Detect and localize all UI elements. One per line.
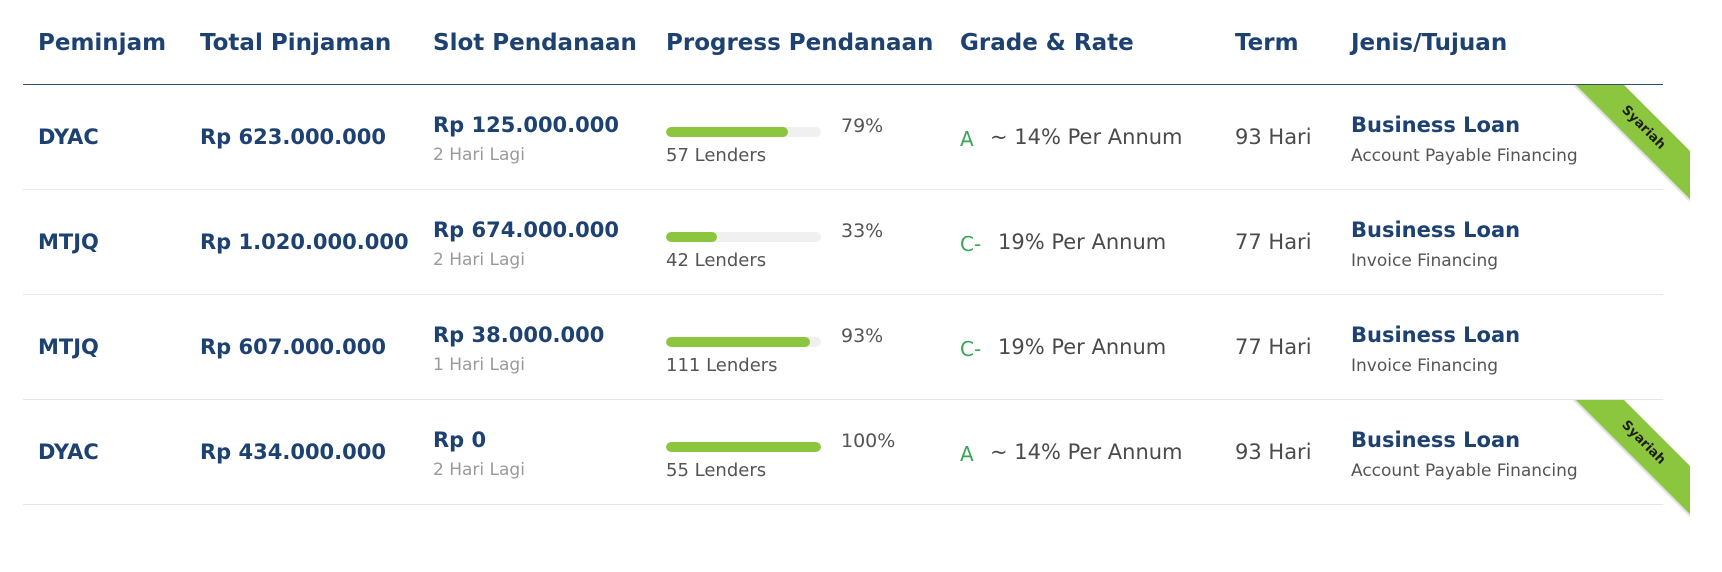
syariah-ribbon: Syariah	[1568, 400, 1690, 522]
funding-progress-bar	[666, 337, 821, 347]
table-row[interactable]: DYAC Rp 623.000.000 Rp 125.000.000 2 Har…	[23, 85, 1690, 201]
slot-time-remaining: 1 Hari Lagi	[433, 355, 525, 375]
loan-term: 93 Hari	[1235, 440, 1312, 464]
loan-purpose: Invoice Financing	[1351, 356, 1499, 376]
borrower-code[interactable]: MTJQ	[38, 230, 99, 254]
loan-term: 77 Hari	[1235, 230, 1312, 254]
funding-progress-fill	[666, 127, 789, 137]
borrower-code[interactable]: MTJQ	[38, 335, 99, 359]
funding-progress-bar	[666, 442, 821, 452]
funding-progress-bar	[666, 127, 821, 137]
table-row[interactable]: MTJQ Rp 607.000.000 Rp 38.000.000 1 Hari…	[23, 295, 1663, 400]
total-loan-amount: Rp 1.020.000.000	[200, 230, 409, 254]
loan-purpose: Account Payable Financing	[1351, 146, 1578, 166]
loan-purpose: Invoice Financing	[1351, 251, 1499, 271]
slot-amount: Rp 38.000.000	[433, 323, 605, 347]
funding-progress-bar	[666, 232, 821, 242]
loan-listing-table: Peminjam Total Pinjaman Slot Pendanaan P…	[23, 0, 1690, 516]
column-header-purpose[interactable]: Jenis/Tujuan	[1351, 30, 1508, 56]
interest-rate: ~ 14% Per Annum	[990, 125, 1183, 149]
syariah-ribbon-label: Syariah	[1570, 85, 1690, 201]
grade-badge: C-	[960, 337, 982, 361]
table-body: DYAC Rp 623.000.000 Rp 125.000.000 2 Har…	[23, 85, 1690, 516]
syariah-ribbon-label: Syariah	[1570, 400, 1690, 516]
lender-count: 55 Lenders	[666, 460, 767, 481]
funding-progress-percent: 79%	[841, 115, 884, 137]
column-header-funding-progress[interactable]: Progress Pendanaan	[666, 30, 934, 56]
loan-type: Business Loan	[1351, 323, 1521, 347]
interest-rate: 19% Per Annum	[998, 230, 1167, 254]
loan-type: Business Loan	[1351, 113, 1521, 137]
lender-count: 111 Lenders	[666, 355, 778, 376]
syariah-ribbon: Syariah	[1568, 85, 1690, 207]
interest-rate: 19% Per Annum	[998, 335, 1167, 359]
column-header-funding-slot[interactable]: Slot Pendanaan	[433, 30, 637, 56]
slot-amount: Rp 674.000.000	[433, 218, 619, 242]
loan-term: 77 Hari	[1235, 335, 1312, 359]
total-loan-amount: Rp 623.000.000	[200, 125, 386, 149]
borrower-code[interactable]: DYAC	[38, 125, 99, 149]
funding-progress-percent: 33%	[841, 220, 884, 242]
slot-time-remaining: 2 Hari Lagi	[433, 460, 525, 480]
interest-rate: ~ 14% Per Annum	[990, 440, 1183, 464]
grade-badge: A	[960, 127, 974, 151]
slot-amount: Rp 125.000.000	[433, 113, 619, 137]
funding-progress-percent: 100%	[841, 430, 896, 452]
funding-progress-fill	[666, 337, 811, 347]
grade-badge: C-	[960, 232, 982, 256]
column-header-borrower[interactable]: Peminjam	[38, 30, 167, 56]
slot-time-remaining: 2 Hari Lagi	[433, 250, 525, 270]
total-loan-amount: Rp 434.000.000	[200, 440, 386, 464]
loan-purpose: Account Payable Financing	[1351, 461, 1578, 481]
slot-amount: Rp 0	[433, 428, 487, 452]
column-header-total-loan[interactable]: Total Pinjaman	[200, 30, 392, 56]
table-header: Peminjam Total Pinjaman Slot Pendanaan P…	[23, 0, 1663, 85]
loan-term: 93 Hari	[1235, 125, 1312, 149]
slot-time-remaining: 2 Hari Lagi	[433, 145, 525, 165]
lender-count: 57 Lenders	[666, 145, 767, 166]
column-header-term[interactable]: Term	[1235, 30, 1299, 56]
loan-type: Business Loan	[1351, 218, 1521, 242]
grade-badge: A	[960, 442, 974, 466]
borrower-code[interactable]: DYAC	[38, 440, 99, 464]
lender-count: 42 Lenders	[666, 250, 767, 271]
table-row[interactable]: MTJQ Rp 1.020.000.000 Rp 674.000.000 2 H…	[23, 190, 1663, 295]
column-header-grade-rate[interactable]: Grade & Rate	[960, 30, 1134, 56]
funding-progress-fill	[666, 442, 821, 452]
funding-progress-fill	[666, 232, 718, 242]
loan-type: Business Loan	[1351, 428, 1521, 452]
table-row[interactable]: DYAC Rp 434.000.000 Rp 0 2 Hari Lagi 100…	[23, 400, 1690, 516]
total-loan-amount: Rp 607.000.000	[200, 335, 386, 359]
funding-progress-percent: 93%	[841, 325, 884, 347]
